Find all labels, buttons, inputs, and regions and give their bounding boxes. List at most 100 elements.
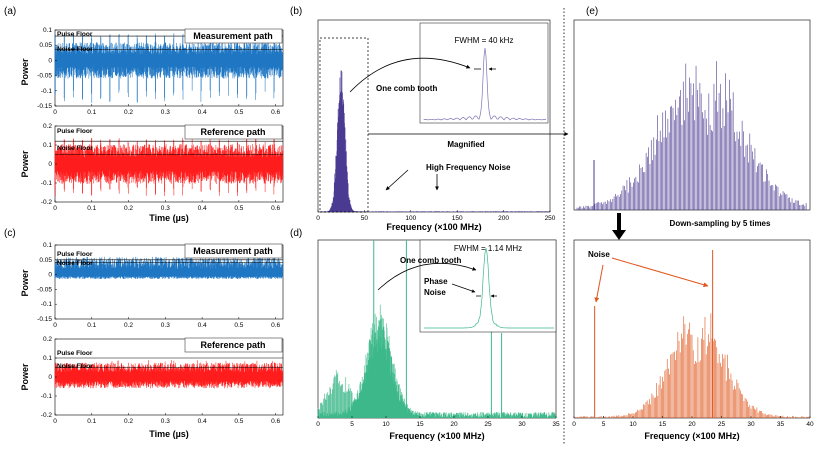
x-axis-label: Time (µs) [149,213,189,223]
noise-floor-label: Noise Floor [57,260,93,267]
inset-frame [419,22,549,124]
noise-arrow-2 [611,257,709,288]
y-tick-label: 0.05 [39,42,52,49]
phase-label: Phase [424,277,448,286]
fwhm-label: FWHM = 1.14 MHz [454,244,522,253]
x-axis-label: Time (µs) [149,429,189,439]
legend-box [184,28,283,44]
x-tick-label: 0.5 [234,205,243,212]
power-trace [54,256,283,280]
y-axis-label: Power [20,150,30,178]
x-tick-label: 30 [518,421,526,428]
inset-trace-line [424,248,554,329]
high-freq-arrow-1 [385,169,409,191]
panel-label-d: (d) [290,228,302,239]
x-tick-label: 0 [572,421,576,428]
x-tick-label: 200 [498,215,509,222]
x-tick-label: 25 [718,421,726,428]
x-tick-label: 0.2 [124,418,133,425]
downsampling-label: Down-sampling by 5 times [670,219,771,228]
y-tick-label: -0.05 [37,286,52,293]
x-axis-label: Frequency (×100 MHz) [389,431,484,441]
x-tick-label: 0.4 [198,109,207,116]
power-trace-line [54,360,283,389]
y-tick-label: 0 [48,161,52,168]
x-tick-label: 0.2 [124,205,133,212]
y-tick-label: 0 [48,374,52,381]
y-tick-label: 0.05 [39,257,52,264]
pulse-floor-label: Pulse Floor [57,31,93,38]
power-trace [54,137,283,197]
plot-frame [54,244,284,320]
x-tick-label: 5 [350,421,354,428]
axis-ticks: 0 5 10 15 20 25 30 35 40 [572,416,814,428]
spectrum-bars [576,61,807,210]
y-tick-label: 0.2 [43,336,52,343]
downsampling-arrow-head [612,230,626,240]
comb-tooth-arrow [377,262,477,291]
power-trace-line [54,256,283,280]
noise-floor-label: Noise Floor [57,363,93,370]
legend-box [184,124,283,140]
power-trace-line [54,33,283,103]
phase-noise-arrow [451,283,476,293]
y-tick-label: -0.15 [37,103,52,110]
x-tick-label: 0.3 [161,418,170,425]
panel-d-spectrum: 0 5 10 15 20 25 30 35 Frequency (×100 MHz) FWHM… [316,239,560,441]
y-axis-label: Power [20,269,30,297]
spectrum-line [576,61,807,210]
axis-ticks: 0 0.1 0.2 0.3 0.4 0.5 0.6 -0.2 -0.1 0 0.1 0.2 [41,123,281,212]
panel-label-e: (e) [586,6,598,17]
x-axis-label: Frequency (×100 MHz) [644,431,739,441]
x-tick-label: 0.3 [161,205,170,212]
fwhm-label: FWHM = 40 kHz [455,36,514,45]
spectrum-bars [317,70,550,212]
y-tick-label: -0.2 [41,199,53,206]
y-tick-label: 0.1 [43,242,52,249]
x-tick-label: 0.4 [198,205,207,212]
x-tick-label: 0.3 [161,322,170,329]
x-tick-label: 100 [405,215,416,222]
x-tick-label: 0 [316,215,320,222]
x-tick-label: 10 [382,421,390,428]
spectrum-line [317,370,376,418]
y-tick-label: 0.1 [43,142,52,149]
x-tick-label: 20 [688,421,696,428]
x-tick-label: 0 [316,421,320,428]
noise-floor-label: Noise Floor [57,145,93,152]
spectrum-line [317,70,550,212]
x-tick-label: 0.5 [234,418,243,425]
x-tick-label: 0.2 [124,109,133,116]
x-tick-label: 0.1 [87,109,96,116]
panel-a-measurement-plot: 0 0.1 0.2 0.3 0.4 0.5 0.6 -0.15 -0.1 -0.05 0 0.05 0.… [20,27,284,116]
y-tick-label: -0.1 [41,393,53,400]
y-tick-label: 0 [48,57,52,64]
measurement-path-label: Measurement path [193,31,273,41]
x-tick-label: 40 [806,421,814,428]
inset-trace-line [423,47,547,121]
x-tick-label: 0.6 [271,418,280,425]
y-tick-label: -0.2 [41,412,53,419]
x-tick-label: 0.6 [271,322,280,329]
x-tick-label: 35 [777,421,785,428]
y-tick-label: -0.1 [41,180,53,187]
x-tick-label: 150 [452,215,463,222]
spectrum-bars [317,240,556,418]
x-tick-label: 0.4 [198,418,207,425]
x-tick-label: 30 [747,421,755,428]
axis-ticks: 0 0.1 0.2 0.3 0.4 0.5 0.6 -0.15 -0.1 -0.05 0 0.05 0.… [37,242,280,329]
y-tick-label: -0.05 [37,73,52,80]
panel-label-b: (b) [290,6,302,17]
x-tick-label: 0.5 [234,109,243,116]
y-tick-label: 0.2 [43,123,52,130]
y-tick-label: 0.1 [43,27,52,34]
x-tick-label: 0.4 [198,322,207,329]
y-axis-label: Power [20,363,30,391]
power-trace [54,33,283,103]
axis-ticks: 0 0.1 0.2 0.3 0.4 0.5 0.6 -0.15 -0.1 -0.05 0 0.05 0.… [37,27,280,116]
panel-c-measurement-plot: 0 0.1 0.2 0.3 0.4 0.5 0.6 -0.15 -0.1 -0.05 0 0.05 0.… [20,242,284,329]
spectrum-line [573,313,810,418]
noise-label: Noise [424,288,446,297]
pulse-floor-label: Pulse Floor [57,128,93,135]
